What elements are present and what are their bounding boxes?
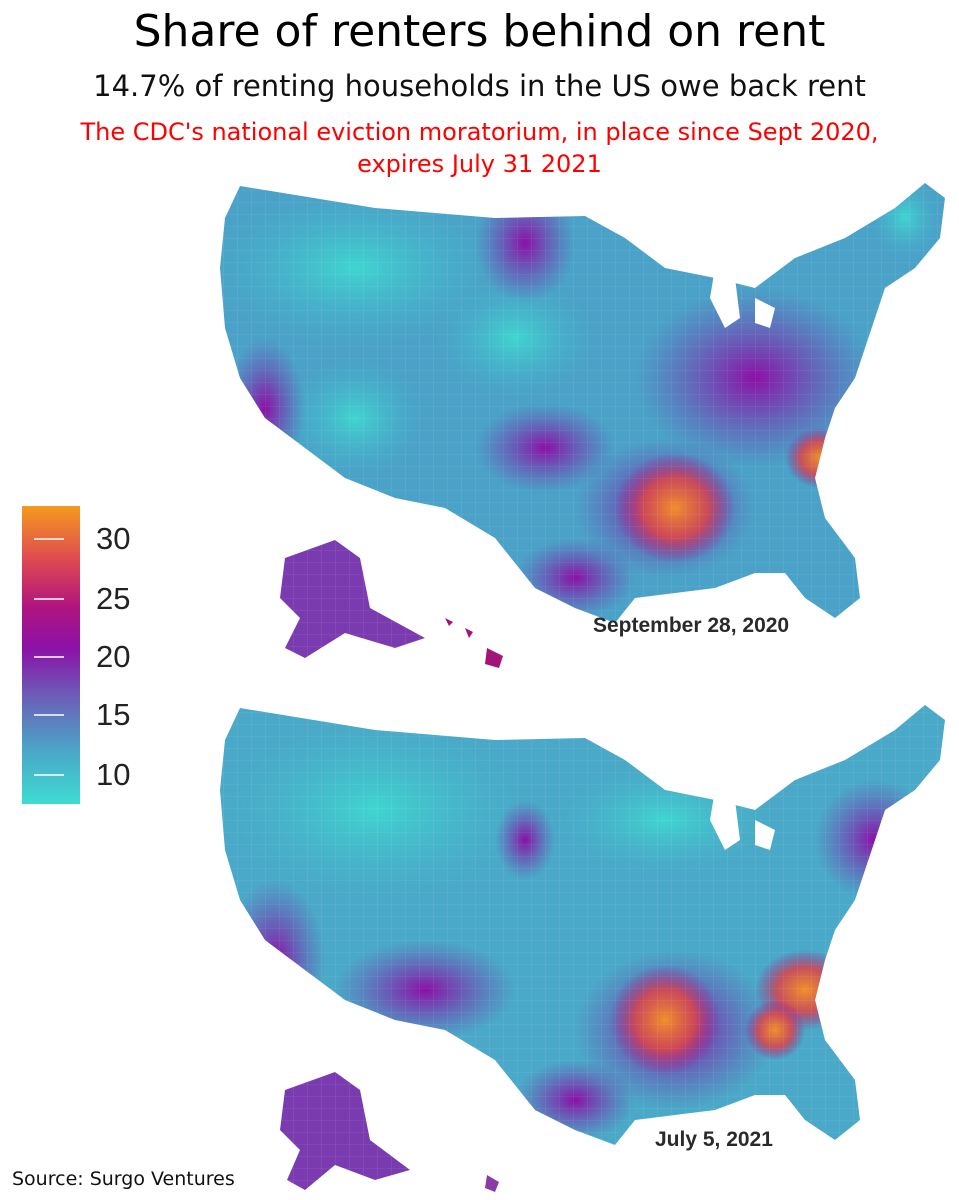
legend-label-30: 30: [96, 521, 131, 556]
map-date-label: September 28, 2020: [593, 614, 790, 637]
map-date-label: July 5, 2021: [655, 1128, 773, 1151]
legend-label-10: 10: [96, 757, 131, 792]
chart-title: Share of renters behind on rent: [133, 6, 826, 57]
source-credit: Source: Surgo Ventures: [12, 1168, 235, 1190]
legend-tick-mark: [34, 774, 64, 776]
legend-tick-mark: [34, 714, 64, 716]
chart-subtitle: 14.7% of renting households in the US ow…: [93, 69, 866, 103]
legend-tick-mark: [34, 656, 64, 658]
legend-label-20: 20: [96, 639, 131, 674]
legend-tick-mark: [34, 598, 64, 600]
color-legend: 30 25 20 15 10: [20, 506, 170, 806]
us-county-map-2020: [220, 183, 945, 668]
map-july-2021: July 5, 2021: [195, 700, 959, 1200]
legend-color-bar: [22, 506, 80, 804]
us-county-map-2021: [220, 705, 945, 1192]
moratorium-note: The CDC's national eviction moratorium, …: [0, 116, 959, 180]
legend-label-25: 25: [96, 581, 131, 616]
note-line-2: expires July 31 2021: [357, 150, 602, 178]
map-september-2020: September 28, 2020: [195, 178, 959, 698]
note-line-1: The CDC's national eviction moratorium, …: [80, 118, 879, 146]
legend-label-15: 15: [96, 697, 131, 732]
legend-tick-mark: [34, 538, 64, 540]
